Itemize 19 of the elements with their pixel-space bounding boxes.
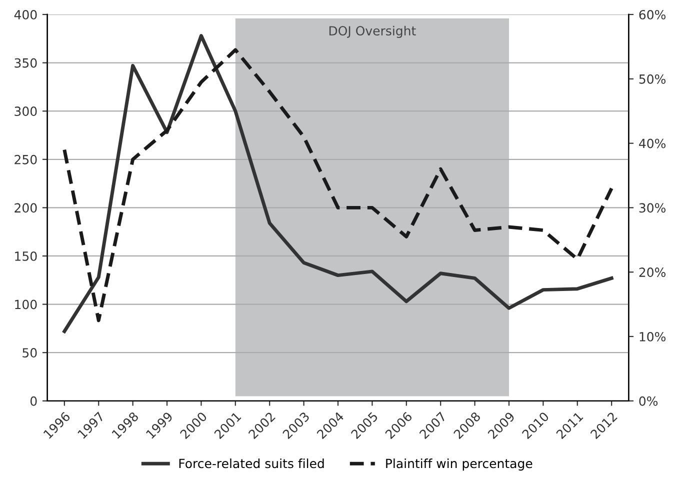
- y-tick-label: 400: [14, 10, 37, 20]
- legend-label: Force-related suits filed: [179, 458, 324, 468]
- y-tick-label: 350: [14, 58, 37, 68]
- y-tick-label: 100: [15, 300, 37, 310]
- y2-tick-label: 50%: [639, 74, 666, 84]
- y2-tick-label: 60%: [639, 10, 666, 20]
- y-tick-label: 0: [30, 396, 37, 406]
- y2-tick-label: 30%: [639, 203, 666, 213]
- band-label: DOJ Oversight: [329, 26, 416, 38]
- y2-tick-label: 0%: [639, 396, 658, 406]
- y2-tick-label: 20%: [639, 268, 666, 278]
- y2-tick-label: 40%: [639, 138, 666, 148]
- y2-tick-label: 10%: [640, 332, 666, 342]
- y-tick-label: 50: [22, 348, 37, 358]
- y-tick-label: 250: [14, 154, 37, 164]
- y-tick-label: 150: [15, 251, 37, 261]
- y-tick-label: 300: [14, 106, 37, 116]
- legend-label: Plaintiff win percentage: [386, 458, 532, 471]
- y-tick-label: 200: [14, 203, 37, 213]
